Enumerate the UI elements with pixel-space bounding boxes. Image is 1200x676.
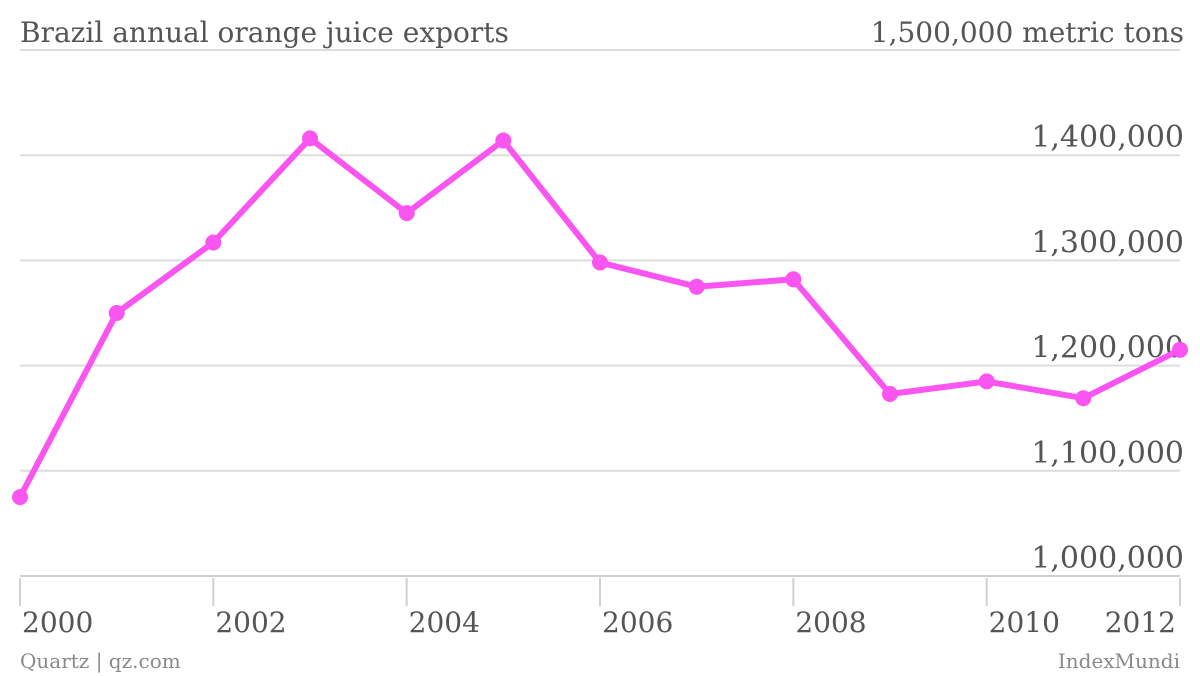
data-point-2005 <box>495 132 512 149</box>
data-point-2012 <box>1172 341 1188 358</box>
x-tick-label: 2002 <box>215 606 286 639</box>
y-tick-label: 1,400,000 <box>1031 120 1184 155</box>
y-tick-label: 1,000,000 <box>1031 541 1184 576</box>
data-point-2011 <box>1075 390 1092 407</box>
source-credit: Quartz | qz.com <box>20 649 181 674</box>
x-tick-label: 2000 <box>22 606 93 639</box>
data-point-2008 <box>785 271 802 288</box>
series-line <box>12 130 1188 506</box>
data-point-2010 <box>978 373 995 390</box>
x-tick-label: 2012 <box>1105 606 1176 639</box>
data-point-2001 <box>108 305 125 321</box>
data-point-2004 <box>398 205 415 222</box>
data-point-2003 <box>302 130 318 147</box>
x-tick-label: 2010 <box>989 606 1060 639</box>
unit-label: 1,500,000 metric tons <box>871 16 1184 49</box>
data-point-2006 <box>592 254 608 271</box>
x-axis-ticks: 2000 2002 2004 2006 2008 2010 2012 <box>19 578 1181 639</box>
x-tick-label: 2004 <box>409 606 480 639</box>
y-tick-label: 1,300,000 <box>1031 225 1184 260</box>
data-point-2000 <box>12 489 28 506</box>
x-tick-label: 2008 <box>795 606 866 639</box>
series-line-path <box>17 135 1183 501</box>
chart-title: Brazil annual orange juice exports <box>20 16 509 49</box>
data-point-2009 <box>882 386 898 402</box>
y-tick-label: 1,100,000 <box>1031 436 1184 471</box>
data-point-2002 <box>205 234 222 251</box>
data-point-2007 <box>688 278 705 295</box>
x-tick-label: 2006 <box>602 606 673 639</box>
y-axis-ticks: 1,000,0001,100,0001,200,0001,300,0001,40… <box>1031 120 1184 576</box>
gridlines <box>20 49 1180 577</box>
data-source: IndexMundi <box>1058 649 1180 673</box>
